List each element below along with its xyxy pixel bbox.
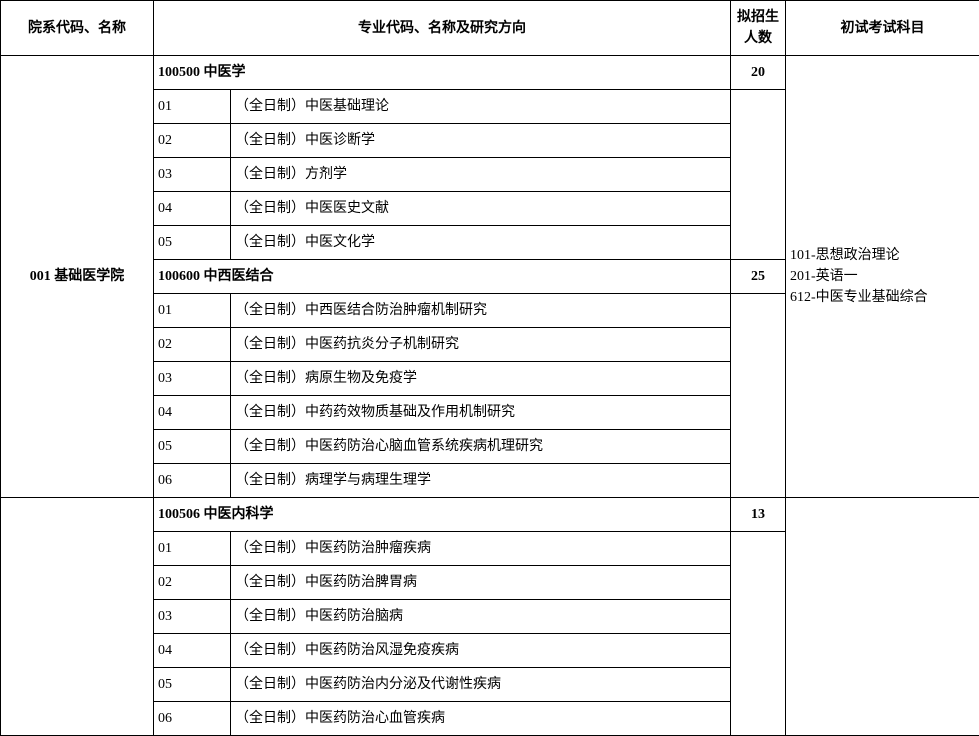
dir-name-cell: （全日制）中医基础理论 — [231, 90, 731, 124]
dir-code-cell: 03 — [154, 362, 231, 396]
dir-name-cell: （全日制）中医诊断学 — [231, 124, 731, 158]
major-title-cell: 100506 中医内科学 — [154, 498, 731, 532]
dir-name-cell: （全日制）病原生物及免疫学 — [231, 362, 731, 396]
enroll-num-cell: 13 — [731, 498, 786, 532]
major-title-cell: 100600 中西医结合 — [154, 260, 731, 294]
exam-cell — [786, 498, 979, 736]
dir-name-cell: （全日制）中医药防治肿瘤疾病 — [231, 532, 731, 566]
enroll-num-cell: 25 — [731, 260, 786, 294]
header-num-l2: 人数 — [744, 31, 772, 46]
exam-line: 101-思想政治理论 — [790, 245, 975, 266]
dir-name-cell: （全日制）中医药防治脑病 — [231, 600, 731, 634]
dir-code-cell: 05 — [154, 668, 231, 702]
table-row: 100506 中医内科学 13 — [1, 498, 979, 532]
dept-cell — [1, 498, 154, 736]
table-row: 001 基础医学院 100500 中医学 20 101-思想政治理论 201-英… — [1, 56, 979, 90]
dir-code-cell: 01 — [154, 294, 231, 328]
dir-code-cell: 03 — [154, 600, 231, 634]
dir-name-cell: （全日制）中医药防治内分泌及代谢性疾病 — [231, 668, 731, 702]
dept-cell: 001 基础医学院 — [1, 56, 154, 498]
header-major: 专业代码、名称及研究方向 — [154, 1, 731, 56]
enroll-num-cell: 20 — [731, 56, 786, 90]
dir-code-cell: 03 — [154, 158, 231, 192]
dir-code-cell: 05 — [154, 226, 231, 260]
header-num: 拟招生 人数 — [731, 1, 786, 56]
dir-name-cell: （全日制）方剂学 — [231, 158, 731, 192]
empty-num-cell — [731, 532, 786, 736]
header-dept: 院系代码、名称 — [1, 1, 154, 56]
dir-code-cell: 02 — [154, 328, 231, 362]
dir-code-cell: 02 — [154, 124, 231, 158]
header-exam: 初试考试科目 — [786, 1, 979, 56]
dir-code-cell: 06 — [154, 702, 231, 736]
dir-code-cell: 04 — [154, 192, 231, 226]
dir-code-cell: 01 — [154, 90, 231, 124]
dir-name-cell: （全日制）中药药效物质基础及作用机制研究 — [231, 396, 731, 430]
dir-name-cell: （全日制）中医药防治风湿免疫疾病 — [231, 634, 731, 668]
dir-name-cell: （全日制）中医药防治心脑血管系统疾病机理研究 — [231, 430, 731, 464]
header-row: 院系代码、名称 专业代码、名称及研究方向 拟招生 人数 初试考试科目 — [1, 1, 979, 56]
exam-line: 201-英语一 — [790, 266, 975, 287]
dir-name-cell: （全日制）中医文化学 — [231, 226, 731, 260]
major-title-cell: 100500 中医学 — [154, 56, 731, 90]
empty-num-cell — [731, 90, 786, 260]
dir-code-cell: 01 — [154, 532, 231, 566]
dir-name-cell: （全日制）病理学与病理生理学 — [231, 464, 731, 498]
exam-line: 612-中医专业基础综合 — [790, 287, 975, 308]
header-num-l1: 拟招生 — [737, 10, 779, 25]
dir-name-cell: （全日制）中医药防治脾胃病 — [231, 566, 731, 600]
dir-name-cell: （全日制）中西医结合防治肿瘤机制研究 — [231, 294, 731, 328]
exam-cell: 101-思想政治理论 201-英语一 612-中医专业基础综合 — [786, 56, 979, 498]
dir-code-cell: 02 — [154, 566, 231, 600]
catalog-table: 院系代码、名称 专业代码、名称及研究方向 拟招生 人数 初试考试科目 001 基… — [0, 0, 979, 736]
dir-name-cell: （全日制）中医医史文献 — [231, 192, 731, 226]
dir-name-cell: （全日制）中医药抗炎分子机制研究 — [231, 328, 731, 362]
empty-num-cell — [731, 294, 786, 498]
dir-code-cell: 04 — [154, 396, 231, 430]
dir-code-cell: 05 — [154, 430, 231, 464]
dir-name-cell: （全日制）中医药防治心血管疾病 — [231, 702, 731, 736]
dir-code-cell: 06 — [154, 464, 231, 498]
dir-code-cell: 04 — [154, 634, 231, 668]
